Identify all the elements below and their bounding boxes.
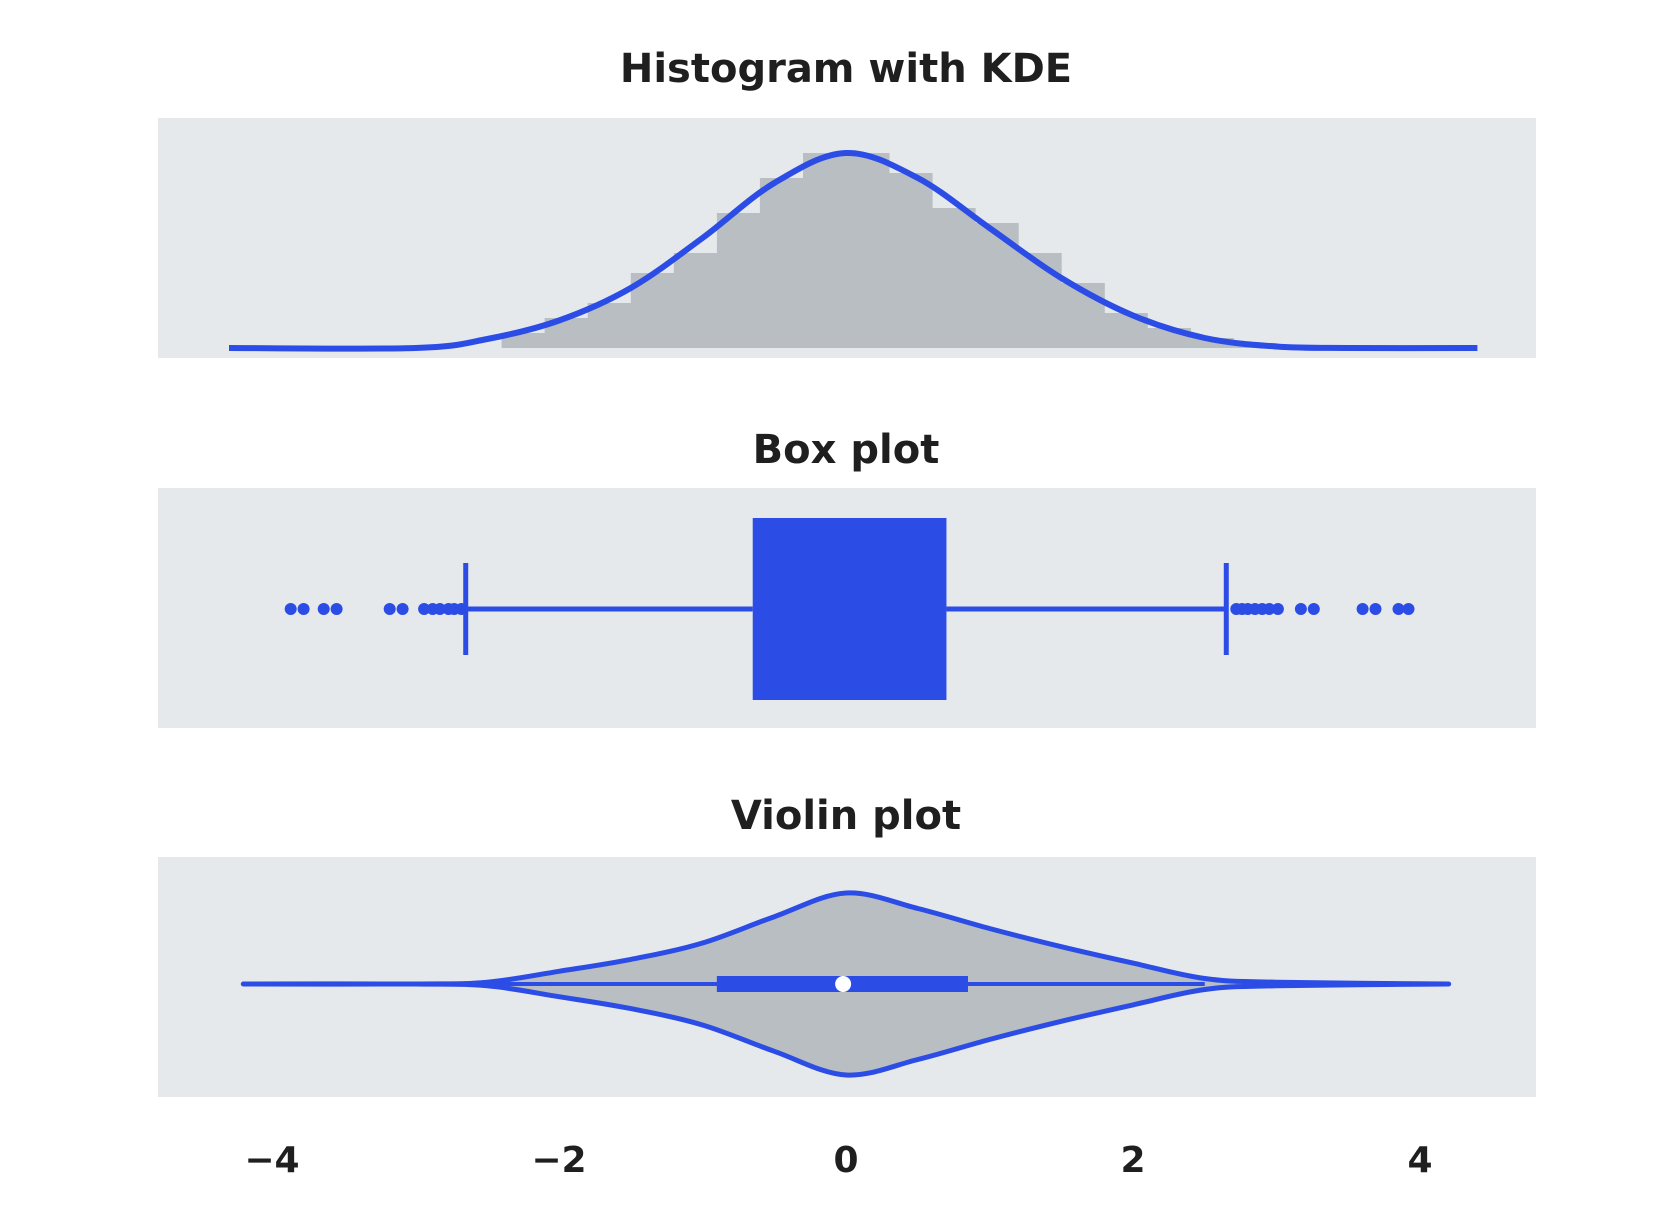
histogram-bar (932, 208, 976, 348)
outlier-point (383, 603, 396, 615)
outlier-point (418, 603, 431, 615)
histogram-bars (501, 153, 1277, 348)
outlier-point (1356, 603, 1369, 615)
histogram-title: Histogram with KDE (620, 46, 1072, 92)
outlier-point (455, 603, 468, 615)
outlier-point (1307, 603, 1320, 615)
box-plot-title: Box plot (753, 427, 940, 473)
outlier-point (330, 603, 343, 615)
histogram-bar (1190, 338, 1234, 348)
outlier-point (1369, 603, 1382, 615)
histogram-bar (889, 173, 933, 348)
x-tick-label: −2 (531, 1140, 586, 1181)
histogram-bar (1018, 253, 1062, 348)
box-iqr (752, 518, 947, 700)
histogram-bar (716, 213, 761, 348)
x-tick-label: 0 (833, 1140, 858, 1181)
outlier-point (1271, 603, 1284, 615)
x-axis-ticks: −4 −2 0 2 4 (244, 1140, 1432, 1181)
x-tick-label: 2 (1120, 1140, 1145, 1181)
x-tick-label: 4 (1407, 1140, 1432, 1181)
box-outliers (284, 603, 1415, 615)
outlier-point (396, 603, 409, 615)
histogram-bar (803, 153, 847, 348)
outlier-point (433, 603, 446, 615)
box-plot-panel (158, 488, 1536, 728)
outlier-point (1263, 603, 1276, 615)
outlier-point (1402, 603, 1415, 615)
histogram-bar (846, 153, 890, 348)
x-tick-label: −4 (244, 1140, 299, 1181)
violin-plot-title: Violin plot (731, 793, 961, 839)
outlier-point (284, 603, 297, 615)
histogram-panel (158, 118, 1536, 358)
histogram-bar (673, 253, 718, 348)
outlier-point (297, 603, 310, 615)
outlier-point (317, 603, 330, 615)
outlier-point (1294, 603, 1307, 615)
kde-line (228, 149, 1478, 352)
violin-plot-panel (158, 857, 1536, 1097)
histogram-bar (759, 178, 804, 348)
outlier-point (1392, 603, 1405, 615)
histogram-bar (587, 303, 632, 348)
violin-median (835, 976, 852, 992)
